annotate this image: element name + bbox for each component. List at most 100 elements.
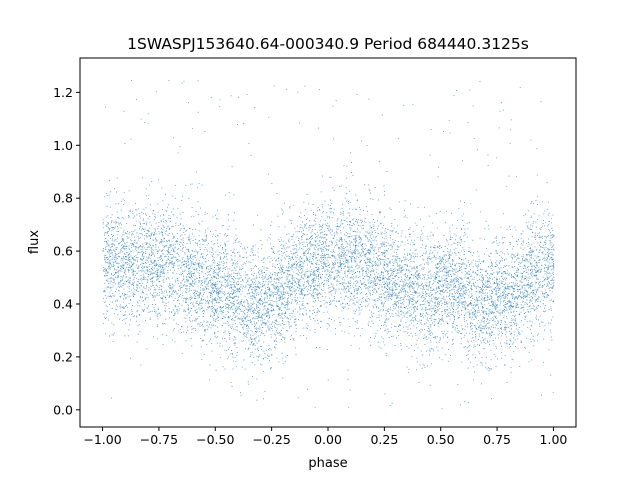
data-point	[254, 364, 256, 366]
data-point	[159, 264, 161, 266]
data-point	[379, 293, 381, 295]
data-point	[514, 291, 515, 292]
data-point	[478, 265, 480, 267]
data-point	[202, 285, 203, 287]
data-point	[304, 214, 305, 216]
data-point	[370, 274, 372, 275]
data-point	[499, 314, 501, 316]
data-point	[329, 228, 331, 230]
data-point	[427, 275, 429, 276]
data-point	[198, 260, 200, 262]
data-point	[515, 256, 516, 258]
data-point	[215, 299, 216, 301]
data-point	[180, 222, 182, 224]
data-point	[258, 315, 259, 317]
data-point	[516, 304, 518, 306]
data-point	[341, 247, 343, 249]
data-point	[237, 307, 239, 309]
data-point	[271, 304, 273, 306]
data-point	[290, 267, 292, 268]
data-point	[320, 257, 322, 259]
data-point	[497, 320, 499, 322]
data-point	[306, 219, 307, 220]
data-point	[340, 185, 342, 187]
data-point	[400, 244, 402, 246]
data-point	[291, 268, 293, 270]
data-point	[543, 244, 545, 246]
data-point	[108, 244, 110, 246]
data-point	[102, 250, 104, 252]
data-point	[461, 301, 463, 303]
data-point	[505, 290, 507, 292]
data-point	[109, 180, 110, 182]
data-point	[533, 293, 535, 295]
data-point	[172, 263, 174, 265]
data-point	[499, 298, 501, 300]
data-point	[513, 291, 515, 292]
data-point	[207, 266, 209, 267]
data-point	[122, 198, 124, 200]
data-point	[480, 327, 482, 329]
data-point	[488, 280, 489, 282]
data-point	[107, 223, 109, 225]
data-point	[537, 235, 538, 237]
data-point	[449, 294, 450, 296]
data-point	[404, 256, 406, 258]
data-point	[420, 322, 422, 324]
data-point	[258, 287, 259, 289]
data-point	[282, 245, 284, 247]
data-point	[128, 237, 130, 239]
data-point	[162, 245, 164, 247]
data-point	[264, 391, 266, 392]
data-point	[106, 224, 108, 226]
data-point	[486, 331, 487, 333]
data-point	[211, 285, 213, 287]
data-point	[478, 255, 480, 257]
data-point	[181, 243, 183, 245]
data-point	[365, 221, 367, 223]
data-point	[438, 265, 440, 267]
data-point	[543, 311, 545, 313]
data-point	[164, 310, 166, 312]
data-point	[333, 212, 334, 214]
data-point	[329, 245, 330, 247]
data-point	[173, 309, 174, 311]
data-point	[349, 326, 351, 327]
data-point	[280, 272, 282, 273]
data-point	[355, 280, 357, 282]
data-point	[182, 263, 184, 265]
data-point	[250, 308, 252, 310]
data-point	[305, 314, 307, 316]
data-point	[333, 235, 335, 237]
data-point	[139, 331, 141, 333]
data-point	[502, 310, 504, 311]
data-point	[341, 212, 343, 214]
data-point	[241, 290, 243, 292]
data-point	[123, 258, 125, 260]
data-point	[281, 310, 282, 311]
data-point	[345, 295, 347, 297]
data-point	[446, 313, 448, 315]
data-point	[347, 259, 348, 261]
data-point	[124, 248, 126, 250]
data-point	[301, 257, 303, 259]
data-point	[466, 264, 468, 266]
data-point	[122, 278, 124, 280]
data-point	[434, 336, 435, 338]
data-point	[260, 229, 262, 231]
data-point	[299, 226, 301, 228]
data-point	[279, 269, 281, 271]
data-point	[120, 227, 122, 229]
data-point	[187, 275, 189, 277]
data-point	[547, 235, 549, 237]
data-point	[243, 359, 245, 361]
data-point	[472, 330, 474, 332]
data-point	[355, 321, 357, 323]
data-point	[272, 265, 273, 267]
data-point	[133, 278, 135, 280]
data-point	[481, 288, 483, 290]
data-point	[116, 299, 118, 301]
data-point	[194, 294, 196, 296]
data-point	[280, 334, 282, 336]
data-point	[207, 271, 209, 273]
